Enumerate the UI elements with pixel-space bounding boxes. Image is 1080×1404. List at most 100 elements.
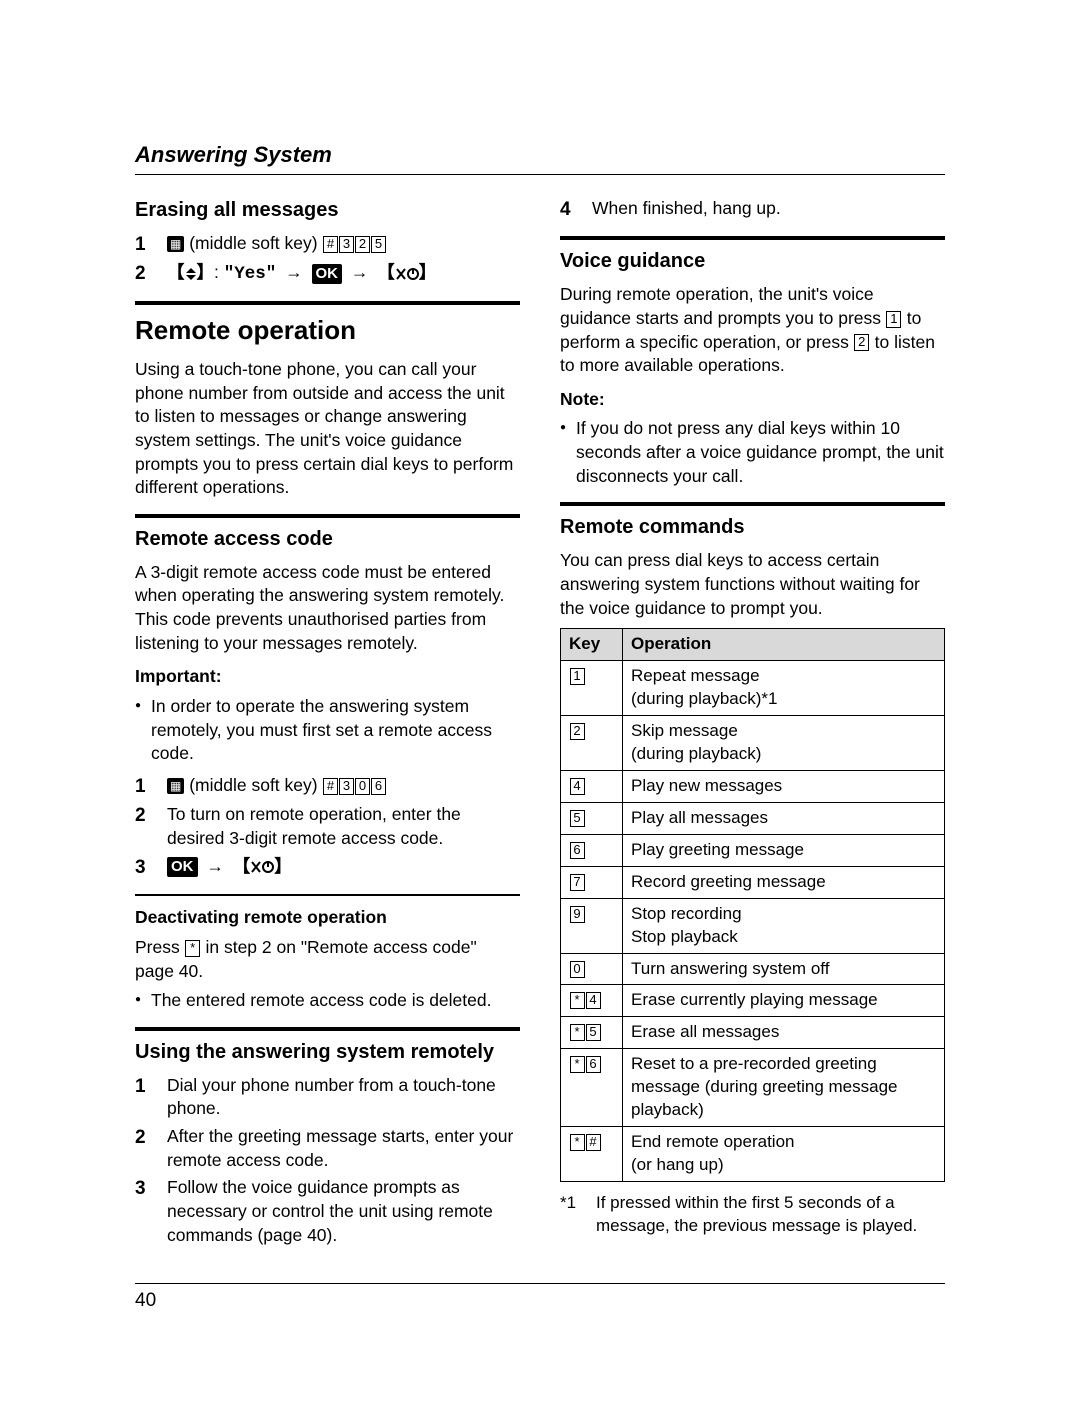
left-column: Erasing all messages 1 ▦ (middle soft ke… [135, 193, 520, 1252]
key-4: 4 [586, 992, 601, 1009]
right-column: 4 When finished, hang up. Voice guidance… [560, 193, 945, 1252]
step-body: Dial your phone number from a touch-tone… [167, 1074, 520, 1121]
key-6: 6 [570, 842, 585, 859]
step-body: When finished, hang up. [592, 197, 945, 223]
step-number: 2 [135, 261, 153, 287]
key-3: 3 [339, 778, 354, 795]
table-row: *# End remote operation (or hang up) [561, 1127, 945, 1182]
step-number: 1 [135, 774, 153, 800]
menu-icon: ▦ [167, 778, 184, 794]
key-*: * [570, 1024, 585, 1041]
table-row: 4Play new messages [561, 770, 945, 802]
off-soft-key: 【】 [377, 262, 436, 282]
using-heading: Using the answering system remotely [135, 1039, 520, 1066]
step-number: 2 [135, 803, 153, 850]
key-cell: 4 [561, 770, 623, 802]
yes-label: "Yes" [224, 264, 277, 284]
step-body: Follow the voice guidance prompts as nec… [167, 1176, 520, 1247]
remote-commands-intro: You can press dial keys to access certai… [560, 549, 945, 620]
erasing-heading: Erasing all messages [135, 197, 520, 224]
step-body: 【】: "Yes" → OK → 【】 [167, 261, 520, 287]
remote-commands-heading: Remote commands [560, 514, 945, 541]
remote-code-step-1: 1 ▦ (middle soft key) #306 [135, 774, 520, 800]
key-1: 1 [570, 668, 585, 685]
section-rule [135, 301, 520, 305]
key-2: 2 [570, 723, 585, 740]
key-cell: 9 [561, 898, 623, 953]
section-rule [135, 1027, 520, 1031]
section-rule [135, 894, 520, 896]
step-number: 3 [135, 855, 153, 881]
key-hash: # [323, 778, 338, 795]
key-cell: *6 [561, 1049, 623, 1127]
using-step-2: 2 After the greeting message starts, ent… [135, 1125, 520, 1172]
key-*: * [570, 1134, 585, 1151]
voice-guidance-para: During remote operation, the unit's voic… [560, 283, 945, 378]
section-rule [560, 502, 945, 506]
operation-cell: Repeat message (during playback)*1 [623, 661, 945, 716]
note-bullet: If you do not press any dial keys within… [560, 417, 945, 488]
step-number: 3 [135, 1176, 153, 1247]
remote-code-step-3: 3 OK → 【】 [135, 855, 520, 881]
key-7: 7 [570, 874, 585, 891]
remote-operation-intro: Using a touch-tone phone, you can call y… [135, 358, 520, 500]
operation-cell: Turn answering system off [623, 953, 945, 985]
operation-cell: Play all messages [623, 802, 945, 834]
key-#: # [586, 1134, 601, 1151]
key-5: 5 [371, 236, 386, 253]
important-label: Important: [135, 665, 520, 689]
key-cell: 2 [561, 716, 623, 771]
key-cell: 5 [561, 802, 623, 834]
important-list: In order to operate the answering system… [135, 695, 520, 766]
table-row: 1 Repeat message (during playback)*1 [561, 661, 945, 716]
table-row: 7 Record greeting message [561, 866, 945, 898]
section-rule [135, 514, 520, 518]
important-bullet: In order to operate the answering system… [135, 695, 520, 766]
step-body: ▦ (middle soft key) #306 [167, 774, 520, 800]
operation-cell: Reset to a pre-recorded greeting message… [623, 1049, 945, 1127]
deactivating-bullet: The entered remote access code is delete… [135, 989, 520, 1013]
deactivating-body: Press * in step 2 on "Remote access code… [135, 936, 520, 983]
operation-cell: Erase all messages [623, 1017, 945, 1049]
remote-code-heading: Remote access code [135, 526, 520, 553]
operation-cell: Record greeting message [623, 866, 945, 898]
operation-cell: End remote operation (or hang up) [623, 1127, 945, 1182]
step-body: After the greeting message starts, enter… [167, 1125, 520, 1172]
key-2: 2 [854, 334, 869, 351]
key-0: 0 [570, 961, 585, 978]
note-label: Note: [560, 388, 945, 412]
off-soft-key: 【】 [233, 856, 292, 876]
step-number: 4 [560, 197, 578, 223]
key-5: 5 [570, 810, 585, 827]
remote-commands-table: Key Operation 1 Repeat message (during pl… [560, 628, 945, 1182]
page-number: 40 [135, 1283, 945, 1314]
updown-soft-key: 【】 [167, 262, 214, 282]
key-2: 2 [355, 236, 370, 253]
step-body: ▦ (middle soft key) #325 [167, 232, 520, 258]
table-row: 5 Play all messages [561, 802, 945, 834]
ok-soft-key: OK [167, 857, 198, 877]
table-header-row: Key Operation [561, 629, 945, 661]
th-key: Key [561, 629, 623, 661]
step-number: 1 [135, 1074, 153, 1121]
voice-guidance-heading: Voice guidance [560, 248, 945, 275]
remote-code-step-2: 2 To turn on remote operation, enter the… [135, 803, 520, 850]
deactivating-list: The entered remote access code is delete… [135, 989, 520, 1013]
key-5: 5 [586, 1024, 601, 1041]
using-step-3: 3 Follow the voice guidance prompts as n… [135, 1176, 520, 1247]
page-header: Answering System [135, 140, 945, 175]
step-body: OK → 【】 [167, 855, 520, 881]
key-cell: 0 [561, 953, 623, 985]
using-step-4: 4 When finished, hang up. [560, 197, 945, 223]
key-6: 6 [586, 1056, 601, 1073]
footnote: *1 If pressed within the first 5 seconds… [560, 1192, 945, 1238]
arrow-icon: → [281, 262, 307, 282]
key-cell: 7 [561, 866, 623, 898]
key-4: 4 [570, 778, 585, 795]
erasing-step-2: 2 【】: "Yes" → OK → 【】 [135, 261, 520, 287]
footnote-mark: *1 [560, 1192, 584, 1238]
key-3: 3 [339, 236, 354, 253]
table-row: *5 Erase all messages [561, 1017, 945, 1049]
table-row: *4Erase currently playing message [561, 985, 945, 1017]
ok-soft-key: OK [312, 264, 343, 284]
